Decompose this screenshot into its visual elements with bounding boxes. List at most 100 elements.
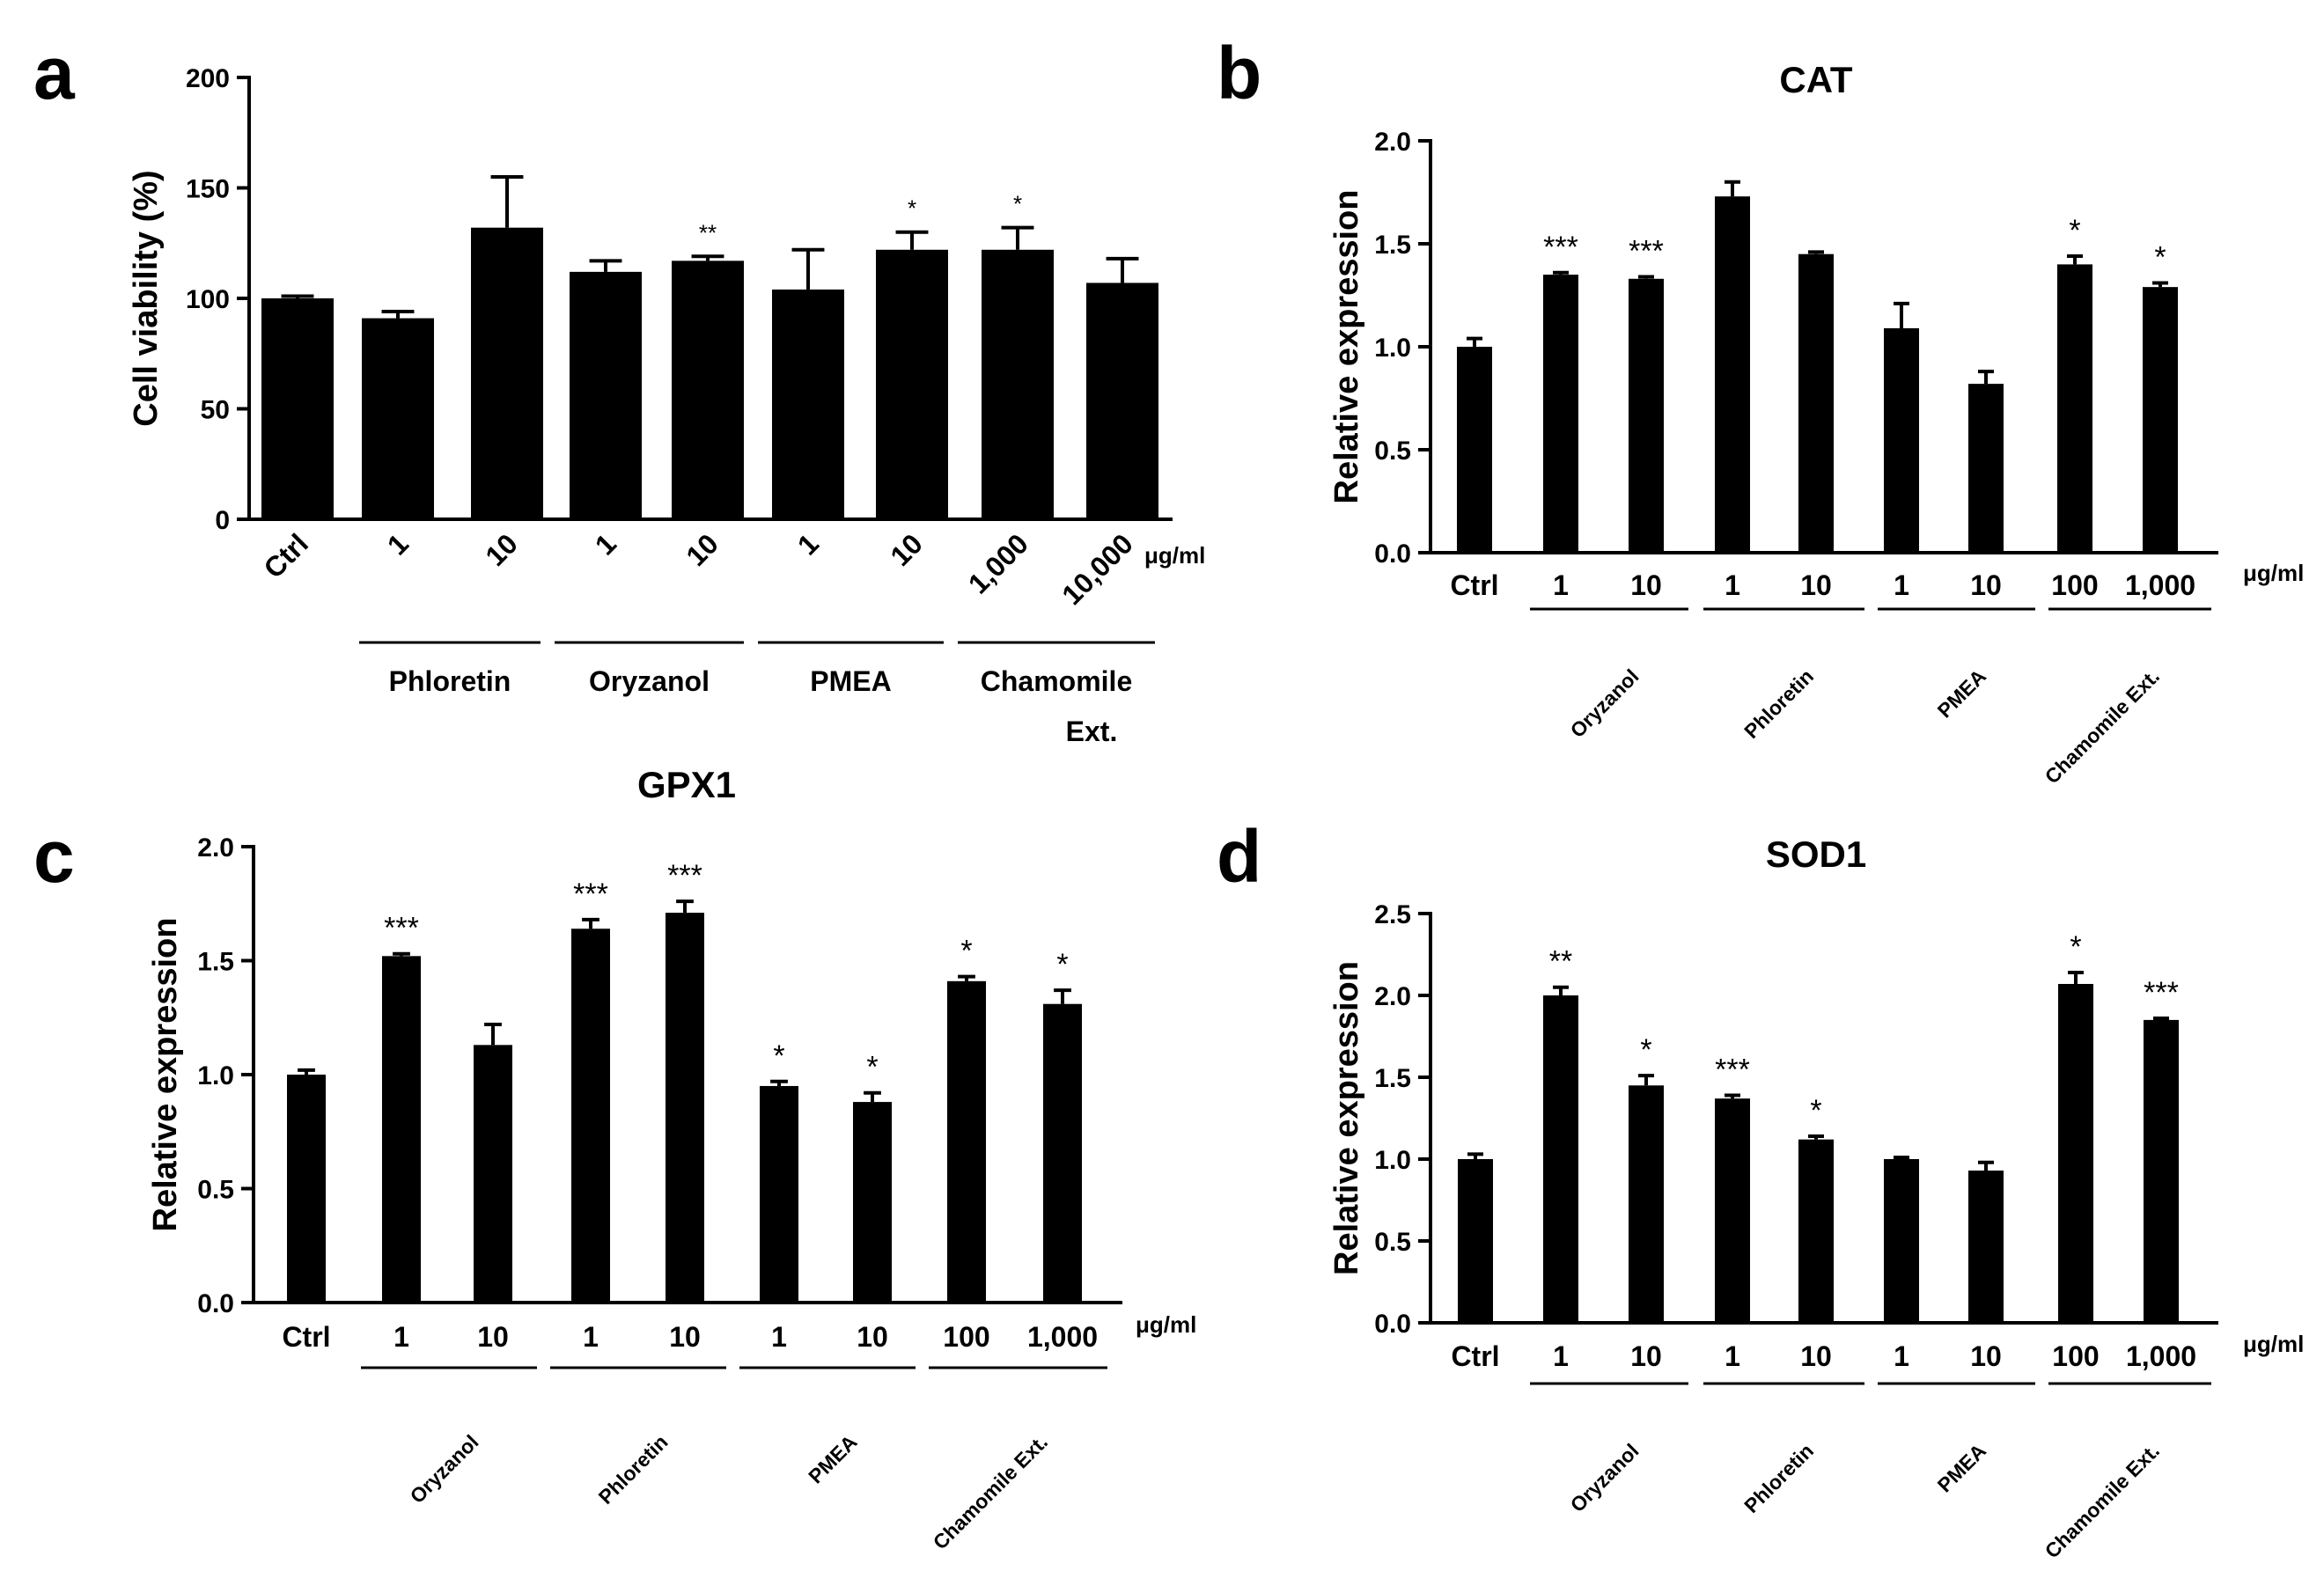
y-tick-label: 100 [186,285,230,314]
bar [1798,253,1834,553]
group-label-line2: Ext. [1066,716,1118,747]
bar [2144,1019,2179,1323]
group-label: Phloretin [389,665,511,697]
bar [1968,384,2004,553]
y-tick-label: 0 [215,506,230,535]
group-label: PMEA [804,1430,861,1487]
x-tick-label: Ctrl [1450,569,1498,601]
x-tick-label: 1 [1894,1340,1909,1372]
x-tick-label: 100 [943,1321,989,1353]
significance-label: * [2154,240,2166,274]
x-tick-label: 1 [381,527,415,561]
y-axis-label: Cell viability (%) [128,170,165,426]
y-tick-label: 1.0 [1374,1146,1411,1175]
unit-label: μg/ml [1136,1311,1196,1338]
significance-label: *** [573,877,608,911]
group-label: Chamomile Ext. [2041,1439,2164,1562]
bar [772,289,844,519]
panel-b: b CAT Relative expression 0.0 0.5 1.0 1.5 2.0 Ct… [1217,32,2304,789]
bar [570,271,642,519]
group-label: Oryzanol [1566,1439,1644,1516]
panel-letter: a [33,32,76,114]
x-tick-label: 1 [393,1321,409,1353]
bar [362,318,434,519]
y-tick-label: 2.5 [1374,900,1411,929]
y-tick-label: 1.5 [1374,1064,1411,1093]
bar [666,913,704,1303]
significance-label: * [1810,1094,1821,1127]
y-axis-label: Relative expression [147,918,184,1232]
group-label: Phloretin [1739,664,1818,743]
chart-title: SOD1 [1766,833,1866,875]
y-tick-label: 2.0 [1374,982,1411,1011]
significance-label: * [866,1051,878,1084]
x-tick-label: 10 [1800,569,1832,601]
group-label: Phloretin [1739,1439,1818,1517]
significance-label: *** [1629,234,1664,268]
bar [1715,196,1750,553]
group-label: Oryzanol [1566,664,1644,742]
x-tick-label: 100 [2051,569,2098,601]
bar [382,956,421,1303]
bar [672,261,744,519]
x-tick-label: 1,000 [962,527,1034,599]
x-tick-label: 1 [1725,1340,1740,1372]
bar [1968,1171,2004,1323]
group-label: Chamomile [981,665,1132,697]
bar [474,1045,512,1303]
bar [2143,287,2178,553]
panel-letter: c [33,815,75,898]
x-tick-label: 10 [1630,1340,1662,1372]
x-tick-label: 1,000 [2125,569,2195,601]
x-tick-label: 10 [1630,569,1662,601]
x-tick-label: 10 [1800,1340,1832,1372]
y-tick-label: 0.0 [1374,1310,1411,1339]
group-label: PMEA [1933,1439,1990,1496]
bar [1629,278,1664,553]
chart-title: GPX1 [637,764,736,805]
x-tick-label: 10,000 [1055,527,1139,611]
group-label: Oryzanol [589,665,710,697]
significance-label: * [2070,930,2081,964]
bar [571,929,610,1303]
chart-title: CAT [1779,59,1853,100]
bar [1043,1003,1082,1303]
bar [1457,347,1492,553]
y-tick-label: 1.5 [1374,231,1411,260]
x-tick-label: 1,000 [1027,1321,1098,1353]
bar [947,980,986,1303]
panel-c: c GPX1 Relative expression 0.0 0.5 1.0 1.5 2.0 C… [33,764,1196,1554]
significance-label: *** [384,912,419,945]
x-tick-label: 10 [680,527,724,572]
bar [1884,327,1919,553]
x-tick-label: 10 [479,527,524,572]
group-label: Chamomile Ext. [929,1430,1052,1553]
x-tick-label: 10 [477,1321,509,1353]
x-tick-label: Ctrl [282,1321,330,1353]
bar [1086,283,1158,519]
significance-label: ** [699,219,717,246]
significance-label: * [2069,214,2080,247]
bar [1543,275,1578,553]
unit-label: μg/ml [2243,1331,2304,1357]
group-label: PMEA [810,665,891,697]
significance-label: *** [2144,976,2179,1009]
x-tick-label: 10 [1970,569,2002,601]
y-tick-label: 200 [186,64,230,93]
x-tick-label: 10 [857,1321,888,1353]
x-tick-label: 1 [771,1321,787,1353]
y-tick-label: 50 [201,396,230,425]
y-tick-label: 1.0 [197,1061,234,1090]
x-tick-label: Ctrl [1451,1340,1499,1372]
significance-label: *** [667,859,702,892]
unit-label: μg/ml [1144,542,1205,569]
x-tick-label: 1 [1894,569,1909,601]
bar [2057,264,2092,553]
group-label: Oryzanol [406,1430,483,1508]
y-axis-label: Relative expression [1328,190,1365,504]
bar [471,227,543,519]
significance-label: *** [1543,231,1578,264]
x-tick-label: 1 [791,527,825,561]
bar [1458,1159,1493,1323]
group-label: Chamomile Ext. [2041,664,2164,788]
